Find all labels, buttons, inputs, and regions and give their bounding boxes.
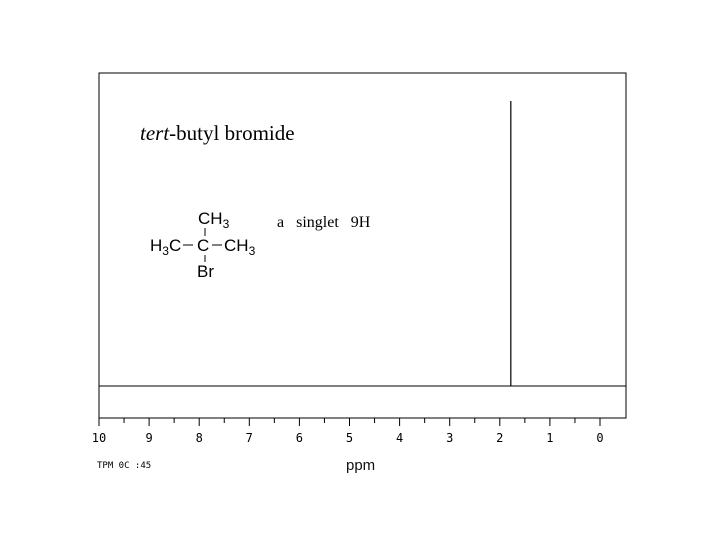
structure-top-group: CH3 [198, 209, 230, 231]
structure-right-group: CH3 [224, 236, 256, 258]
x-tick-label: 7 [246, 431, 253, 445]
x-tick-label: 8 [196, 431, 203, 445]
chemical-structure: CH3 H3C C CH3 Br [150, 209, 256, 281]
x-tick-label: 1 [546, 431, 553, 445]
structure-left-group: H3C [150, 236, 181, 258]
plot-frame [98, 72, 627, 419]
structure-center-atom: C [197, 236, 209, 255]
peak-annotation: a singlet 9H [277, 214, 371, 231]
x-tick-label: 2 [496, 431, 503, 445]
x-tick-label: 0 [596, 431, 603, 445]
footer-code: TPM 0C :45 [97, 461, 151, 471]
chart-title: tert-butyl bromide [140, 121, 295, 145]
x-tick-label: 4 [396, 431, 403, 445]
structure-bottom-group: Br [197, 262, 214, 281]
x-tick-label: 6 [296, 431, 303, 445]
x-axis-ticks: 10 9 8 7 6 5 4 3 2 1 0 [92, 418, 604, 445]
x-axis-label: ppm [346, 457, 375, 474]
x-tick-label: 10 [92, 431, 106, 445]
x-tick-label: 3 [446, 431, 453, 445]
x-tick-label: 9 [145, 431, 152, 445]
x-tick-label: 5 [346, 431, 353, 445]
